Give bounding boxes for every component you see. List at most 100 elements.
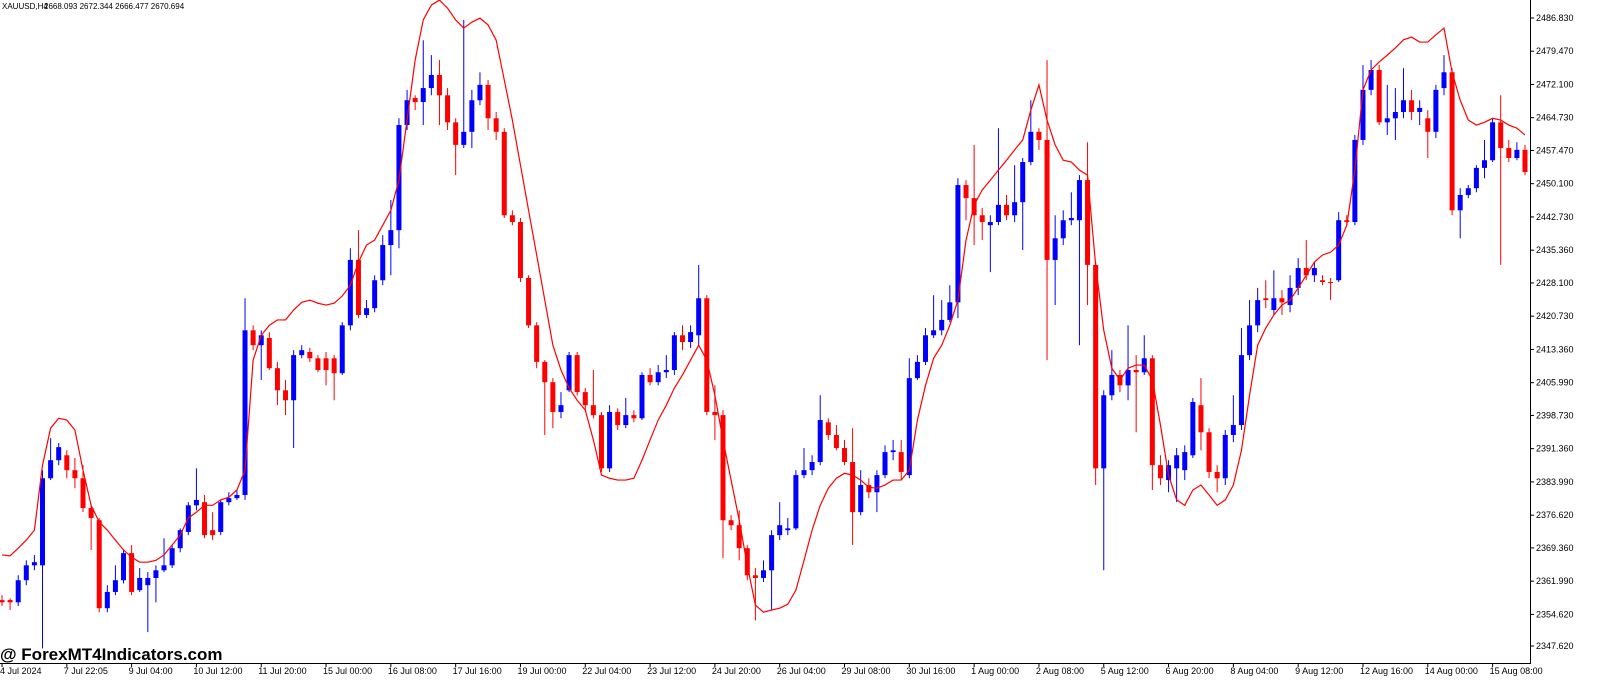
- candle-body: [931, 330, 937, 336]
- candle-body: [453, 122, 459, 145]
- candle-body: [291, 355, 297, 401]
- candle-body: [663, 370, 669, 373]
- candle-body: [1101, 395, 1107, 469]
- candle-body: [1247, 325, 1253, 356]
- x-tick-label: 19 Jul 00:00: [517, 666, 566, 676]
- candle-body: [177, 530, 183, 549]
- y-tick-label: 2450.100: [1536, 179, 1574, 189]
- y-tick-label: 2361.990: [1536, 576, 1574, 586]
- candle-body: [898, 452, 904, 472]
- candle-body: [0, 600, 5, 603]
- candle-body: [210, 530, 216, 536]
- candle-body: [501, 131, 507, 216]
- candle-body: [607, 411, 613, 469]
- candle-body: [655, 372, 661, 383]
- candle-body: [1020, 162, 1026, 203]
- candle-body: [1384, 118, 1390, 123]
- x-tick-label: 26 Jul 04:00: [777, 666, 826, 676]
- candle-body: [728, 520, 734, 526]
- candle-body: [963, 185, 969, 199]
- x-tick-label: 17 Jul 16:00: [453, 666, 502, 676]
- candle-body: [323, 358, 329, 371]
- candle-body: [153, 570, 159, 578]
- candle-body: [744, 548, 750, 576]
- candle-body: [477, 84, 483, 101]
- candle-body: [234, 494, 240, 499]
- candle-body: [882, 452, 888, 476]
- candle-body: [631, 415, 637, 419]
- candle-body: [777, 525, 783, 536]
- candle-body: [542, 361, 548, 383]
- candle-body: [380, 245, 386, 281]
- candle-body: [461, 131, 467, 145]
- candle-body: [1214, 471, 1220, 479]
- candle-body: [1303, 268, 1309, 276]
- candle-body: [1230, 425, 1236, 435]
- candle-body: [1076, 180, 1082, 221]
- x-tick-label: 11 Jul 20:00: [258, 666, 306, 676]
- candle-body: [914, 361, 920, 379]
- candle-body: [7, 600, 13, 603]
- y-tick-label: 2435.360: [1536, 245, 1574, 255]
- candle-body: [372, 280, 378, 309]
- candle-body: [769, 535, 775, 571]
- candle-body: [1238, 355, 1244, 426]
- candle-body: [1409, 100, 1415, 112]
- candle-body: [1125, 370, 1131, 386]
- candle-body: [80, 478, 86, 509]
- candle-body: [315, 358, 321, 371]
- candle-body: [712, 411, 718, 416]
- candle-body: [1417, 107, 1423, 112]
- candle-body: [833, 434, 839, 449]
- candle-body: [104, 591, 110, 609]
- x-tick-label: 1 Aug 00:00: [971, 666, 1019, 676]
- candle-body: [1093, 264, 1099, 469]
- x-tick-label: 16 Jul 08:00: [388, 666, 437, 676]
- candle-body: [534, 325, 540, 362]
- candle-body: [1255, 300, 1261, 326]
- candle-body: [1400, 100, 1406, 112]
- candle-body: [1271, 298, 1277, 311]
- candle-body: [56, 447, 62, 461]
- candle-body: [1149, 358, 1155, 466]
- y-tick-label: 2420.730: [1536, 311, 1574, 321]
- candle-body: [1441, 72, 1447, 89]
- candle-body: [623, 415, 629, 426]
- candle-body: [566, 355, 572, 391]
- candle-body: [1336, 220, 1342, 281]
- candle-body: [785, 528, 791, 531]
- candle-body: [647, 374, 653, 383]
- candle-body: [274, 368, 280, 391]
- candle-body: [736, 525, 742, 549]
- candle-body: [72, 470, 78, 479]
- candle-body: [979, 215, 985, 223]
- candle-body: [842, 448, 848, 463]
- candle-body: [1279, 298, 1285, 303]
- indicator-line: [1, 0, 1526, 613]
- candle-body: [121, 553, 127, 581]
- candle-body: [1109, 374, 1115, 396]
- x-tick-label: 9 Jul 04:00: [129, 666, 173, 676]
- candle-body: [64, 455, 70, 471]
- candle-body: [939, 319, 945, 331]
- candle-body: [825, 422, 831, 435]
- candle-body: [1514, 149, 1520, 158]
- candle-body: [331, 358, 337, 374]
- candle-body: [1133, 370, 1139, 373]
- x-tick-label: 9 Aug 12:00: [1295, 666, 1343, 676]
- candle-body: [906, 378, 912, 476]
- x-tick-label: 15 Jul 00:00: [323, 666, 372, 676]
- ohlc-header: 2668.093 2672.344 2666.477 2670.694: [44, 2, 185, 11]
- candle-body: [866, 485, 872, 493]
- candle-body: [987, 222, 993, 226]
- candle-body: [250, 330, 256, 346]
- y-tick-label: 2472.100: [1536, 79, 1574, 89]
- candle-body: [364, 308, 370, 315]
- candle-body: [517, 222, 523, 278]
- y-tick-label: 2376.620: [1536, 510, 1574, 520]
- y-tick-label: 2442.730: [1536, 212, 1574, 222]
- candle-body: [761, 570, 766, 578]
- x-tick-label: 15 Aug 08:00: [1490, 666, 1543, 676]
